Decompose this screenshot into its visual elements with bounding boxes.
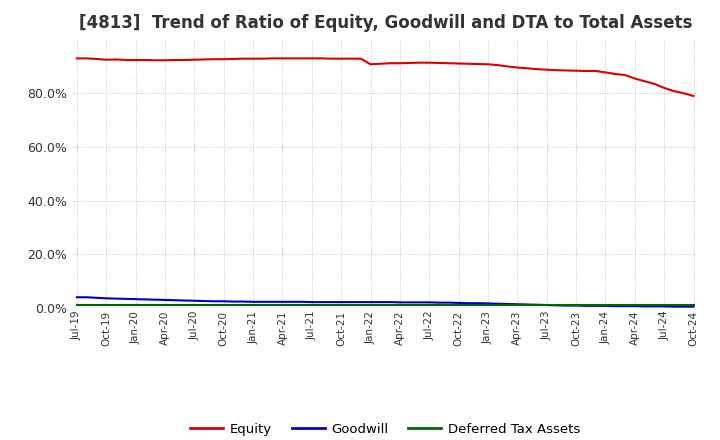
Goodwill <box>474 301 482 306</box>
Deferred Tax Assets <box>73 303 81 308</box>
Goodwill <box>415 300 424 305</box>
Goodwill <box>670 304 678 309</box>
Deferred Tax Assets <box>415 303 424 308</box>
Goodwill <box>151 297 160 302</box>
Line: Equity: Equity <box>77 59 693 96</box>
Goodwill <box>376 300 384 305</box>
Goodwill <box>73 295 81 300</box>
Equity <box>73 56 81 61</box>
Equity <box>376 61 384 66</box>
Equity <box>474 62 482 67</box>
Equity <box>689 93 698 99</box>
Deferred Tax Assets <box>327 303 336 308</box>
Goodwill <box>464 301 473 306</box>
Equity <box>151 58 160 63</box>
Deferred Tax Assets <box>474 303 482 308</box>
Equity <box>327 56 336 61</box>
Line: Goodwill: Goodwill <box>77 297 693 307</box>
Legend: Equity, Goodwill, Deferred Tax Assets: Equity, Goodwill, Deferred Tax Assets <box>185 418 585 440</box>
Goodwill <box>327 300 336 305</box>
Deferred Tax Assets <box>464 303 473 308</box>
Deferred Tax Assets <box>689 303 698 308</box>
Equity <box>464 61 473 66</box>
Title: [4813]  Trend of Ratio of Equity, Goodwill and DTA to Total Assets: [4813] Trend of Ratio of Equity, Goodwil… <box>78 15 692 33</box>
Goodwill <box>689 304 698 309</box>
Equity <box>415 60 424 65</box>
Deferred Tax Assets <box>376 303 384 308</box>
Deferred Tax Assets <box>151 303 160 308</box>
